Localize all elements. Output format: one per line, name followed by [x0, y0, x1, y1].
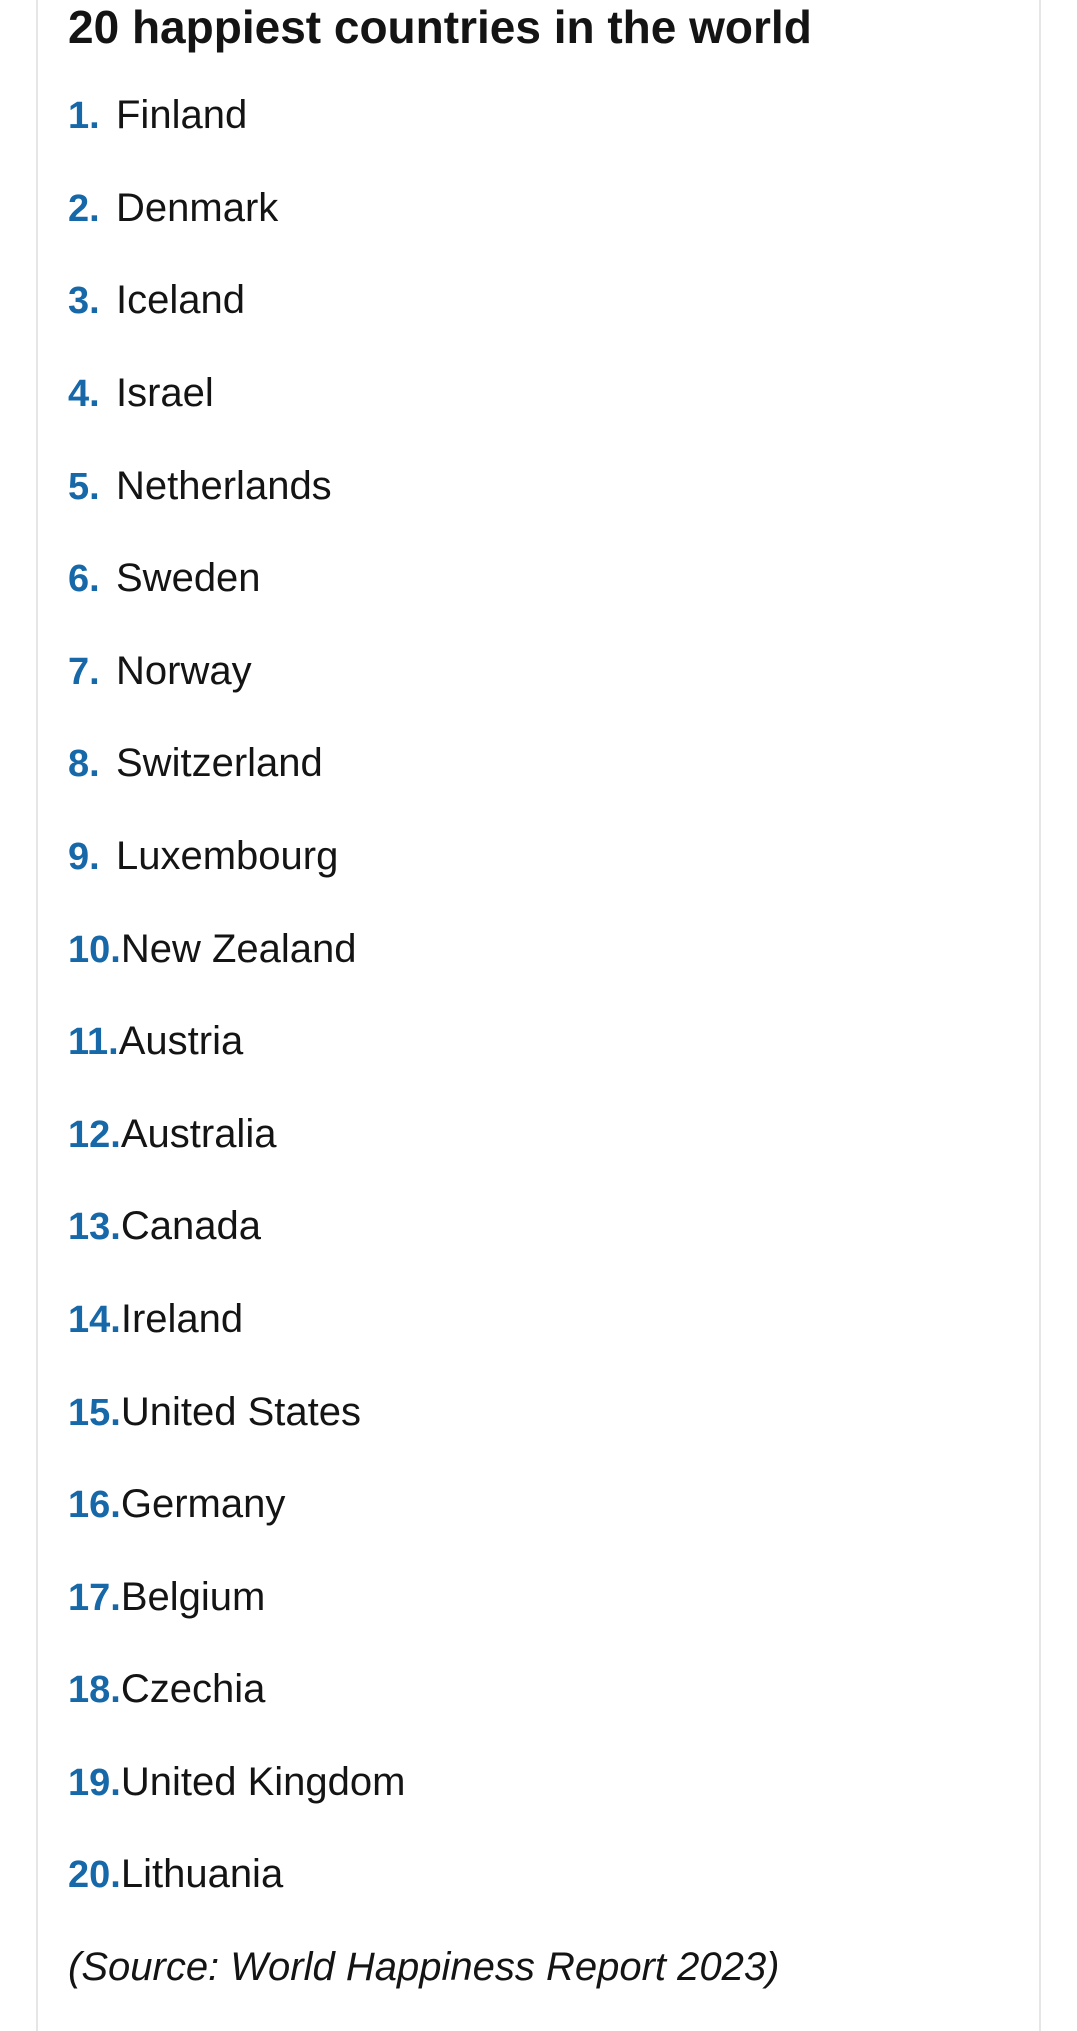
- list-item: 10. New Zealand: [68, 925, 1009, 974]
- list-label: Finland: [116, 91, 247, 139]
- list-label: Lithuania: [121, 1850, 283, 1898]
- list-label: Norway: [116, 647, 252, 695]
- list-number: 15.: [68, 1391, 121, 1437]
- list-number: 20.: [68, 1853, 121, 1899]
- list-title: 20 happiest countries in the world: [68, 0, 1009, 55]
- list-item: 19. United Kingdom: [68, 1758, 1009, 1807]
- list-label: United Kingdom: [121, 1758, 406, 1806]
- list-number: 3.: [68, 279, 116, 325]
- list-label: Denmark: [116, 184, 278, 232]
- list-number: 19.: [68, 1761, 121, 1807]
- list-item: 15. United States: [68, 1388, 1009, 1437]
- list-item: 6. Sweden: [68, 554, 1009, 603]
- list-number: 8.: [68, 742, 116, 788]
- list-label: Austria: [119, 1017, 244, 1065]
- list-item: 7. Norway: [68, 647, 1009, 696]
- list-label: Luxembourg: [116, 832, 338, 880]
- list-item: 12. Australia: [68, 1110, 1009, 1159]
- list-number: 10.: [68, 928, 121, 974]
- list-label: Switzerland: [116, 739, 323, 787]
- list-label: United States: [121, 1388, 361, 1436]
- list-item: 11. Austria: [68, 1017, 1009, 1066]
- list-item: 9. Luxembourg: [68, 832, 1009, 881]
- list-item: 4. Israel: [68, 369, 1009, 418]
- list-number: 5.: [68, 465, 116, 511]
- list-number: 12.: [68, 1113, 121, 1159]
- list-label: Iceland: [116, 276, 245, 324]
- list-label: Ireland: [121, 1295, 243, 1343]
- list-item: 5. Netherlands: [68, 462, 1009, 511]
- list-item: 16. Germany: [68, 1480, 1009, 1529]
- source-citation: (Source: World Happiness Report 2023): [68, 1943, 1009, 1991]
- ranked-list: 1. Finland 2. Denmark 3. Iceland 4. Isra…: [68, 91, 1009, 1899]
- list-item: 13. Canada: [68, 1202, 1009, 1251]
- list-number: 9.: [68, 835, 116, 881]
- list-number: 18.: [68, 1668, 121, 1714]
- list-number: 6.: [68, 557, 116, 603]
- list-item: 3. Iceland: [68, 276, 1009, 325]
- list-label: New Zealand: [121, 925, 357, 973]
- list-number: 4.: [68, 372, 116, 418]
- list-label: Netherlands: [116, 462, 332, 510]
- list-number: 1.: [68, 94, 116, 140]
- list-number: 14.: [68, 1298, 121, 1344]
- list-label: Australia: [121, 1110, 277, 1158]
- list-label: Israel: [116, 369, 214, 417]
- list-item: 17. Belgium: [68, 1573, 1009, 1622]
- article-container: 20 happiest countries in the world 1. Fi…: [36, 0, 1041, 2031]
- list-number: 7.: [68, 650, 116, 696]
- list-label: Sweden: [116, 554, 261, 602]
- list-number: 13.: [68, 1205, 121, 1251]
- list-label: Germany: [121, 1480, 286, 1528]
- list-item: 8. Switzerland: [68, 739, 1009, 788]
- list-number: 11.: [68, 1020, 119, 1066]
- list-item: 18. Czechia: [68, 1665, 1009, 1714]
- list-number: 16.: [68, 1483, 121, 1529]
- list-item: 14. Ireland: [68, 1295, 1009, 1344]
- list-label: Belgium: [121, 1573, 266, 1621]
- list-label: Canada: [121, 1202, 261, 1250]
- list-item: 2. Denmark: [68, 184, 1009, 233]
- list-label: Czechia: [121, 1665, 266, 1713]
- list-item: 1. Finland: [68, 91, 1009, 140]
- list-number: 17.: [68, 1576, 121, 1622]
- list-number: 2.: [68, 187, 116, 233]
